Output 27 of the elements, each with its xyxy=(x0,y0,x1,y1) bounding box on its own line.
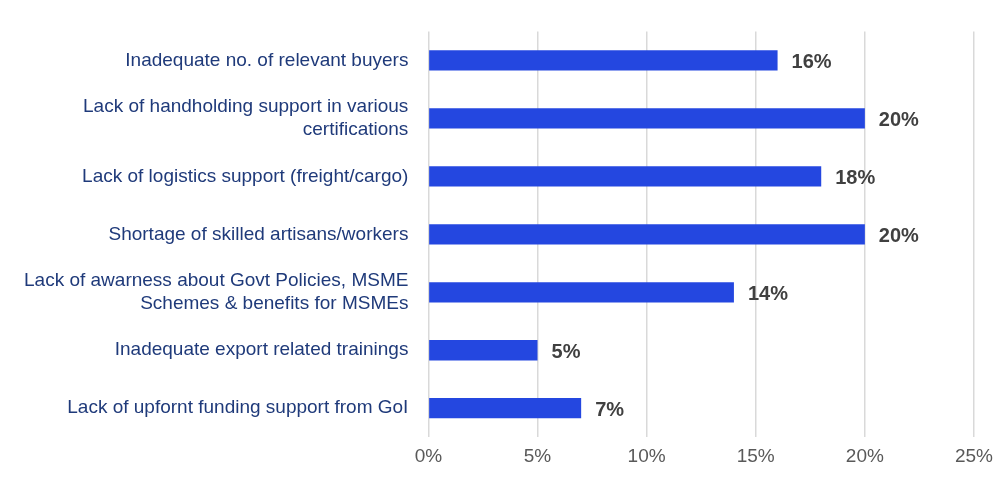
data-label: 7% xyxy=(595,397,625,420)
bar xyxy=(429,166,822,187)
y-tick-label: Inadequate export related trainings xyxy=(114,338,409,360)
bar xyxy=(429,340,538,361)
x-tick-label: 25% xyxy=(954,444,994,466)
data-label: 14% xyxy=(747,281,789,304)
bar xyxy=(429,108,865,129)
x-tick-label: 10% xyxy=(627,444,666,466)
bar xyxy=(429,224,865,245)
bar xyxy=(429,282,734,303)
data-label: 18% xyxy=(835,165,876,188)
x-tick-label: 20% xyxy=(845,444,884,466)
y-tick-label: Lack of logistics support (freight/cargo) xyxy=(82,164,409,186)
data-label: 5% xyxy=(551,339,581,362)
y-tick-label: Lack of awarness about Govt Policies, MSME Schemes & benefits for MSMEs xyxy=(24,269,409,313)
x-tick-label: 15% xyxy=(736,444,775,466)
bar xyxy=(429,50,778,71)
data-label: 20% xyxy=(878,223,920,246)
y-tick-label: Lack of handholding support in various certifications xyxy=(83,95,409,139)
y-tick-label: Shortage of skilled artisans/workers xyxy=(108,222,409,244)
data-label: 16% xyxy=(791,49,832,72)
data-label: 20% xyxy=(878,107,920,130)
bar xyxy=(429,398,582,419)
x-tick-label: 0% xyxy=(414,444,443,466)
x-tick-label: 5% xyxy=(523,444,552,466)
y-tick-label: Inadequate no. of relevant buyers xyxy=(125,48,409,70)
y-tick-label: Lack of upfornt funding support from GoI xyxy=(67,396,409,418)
